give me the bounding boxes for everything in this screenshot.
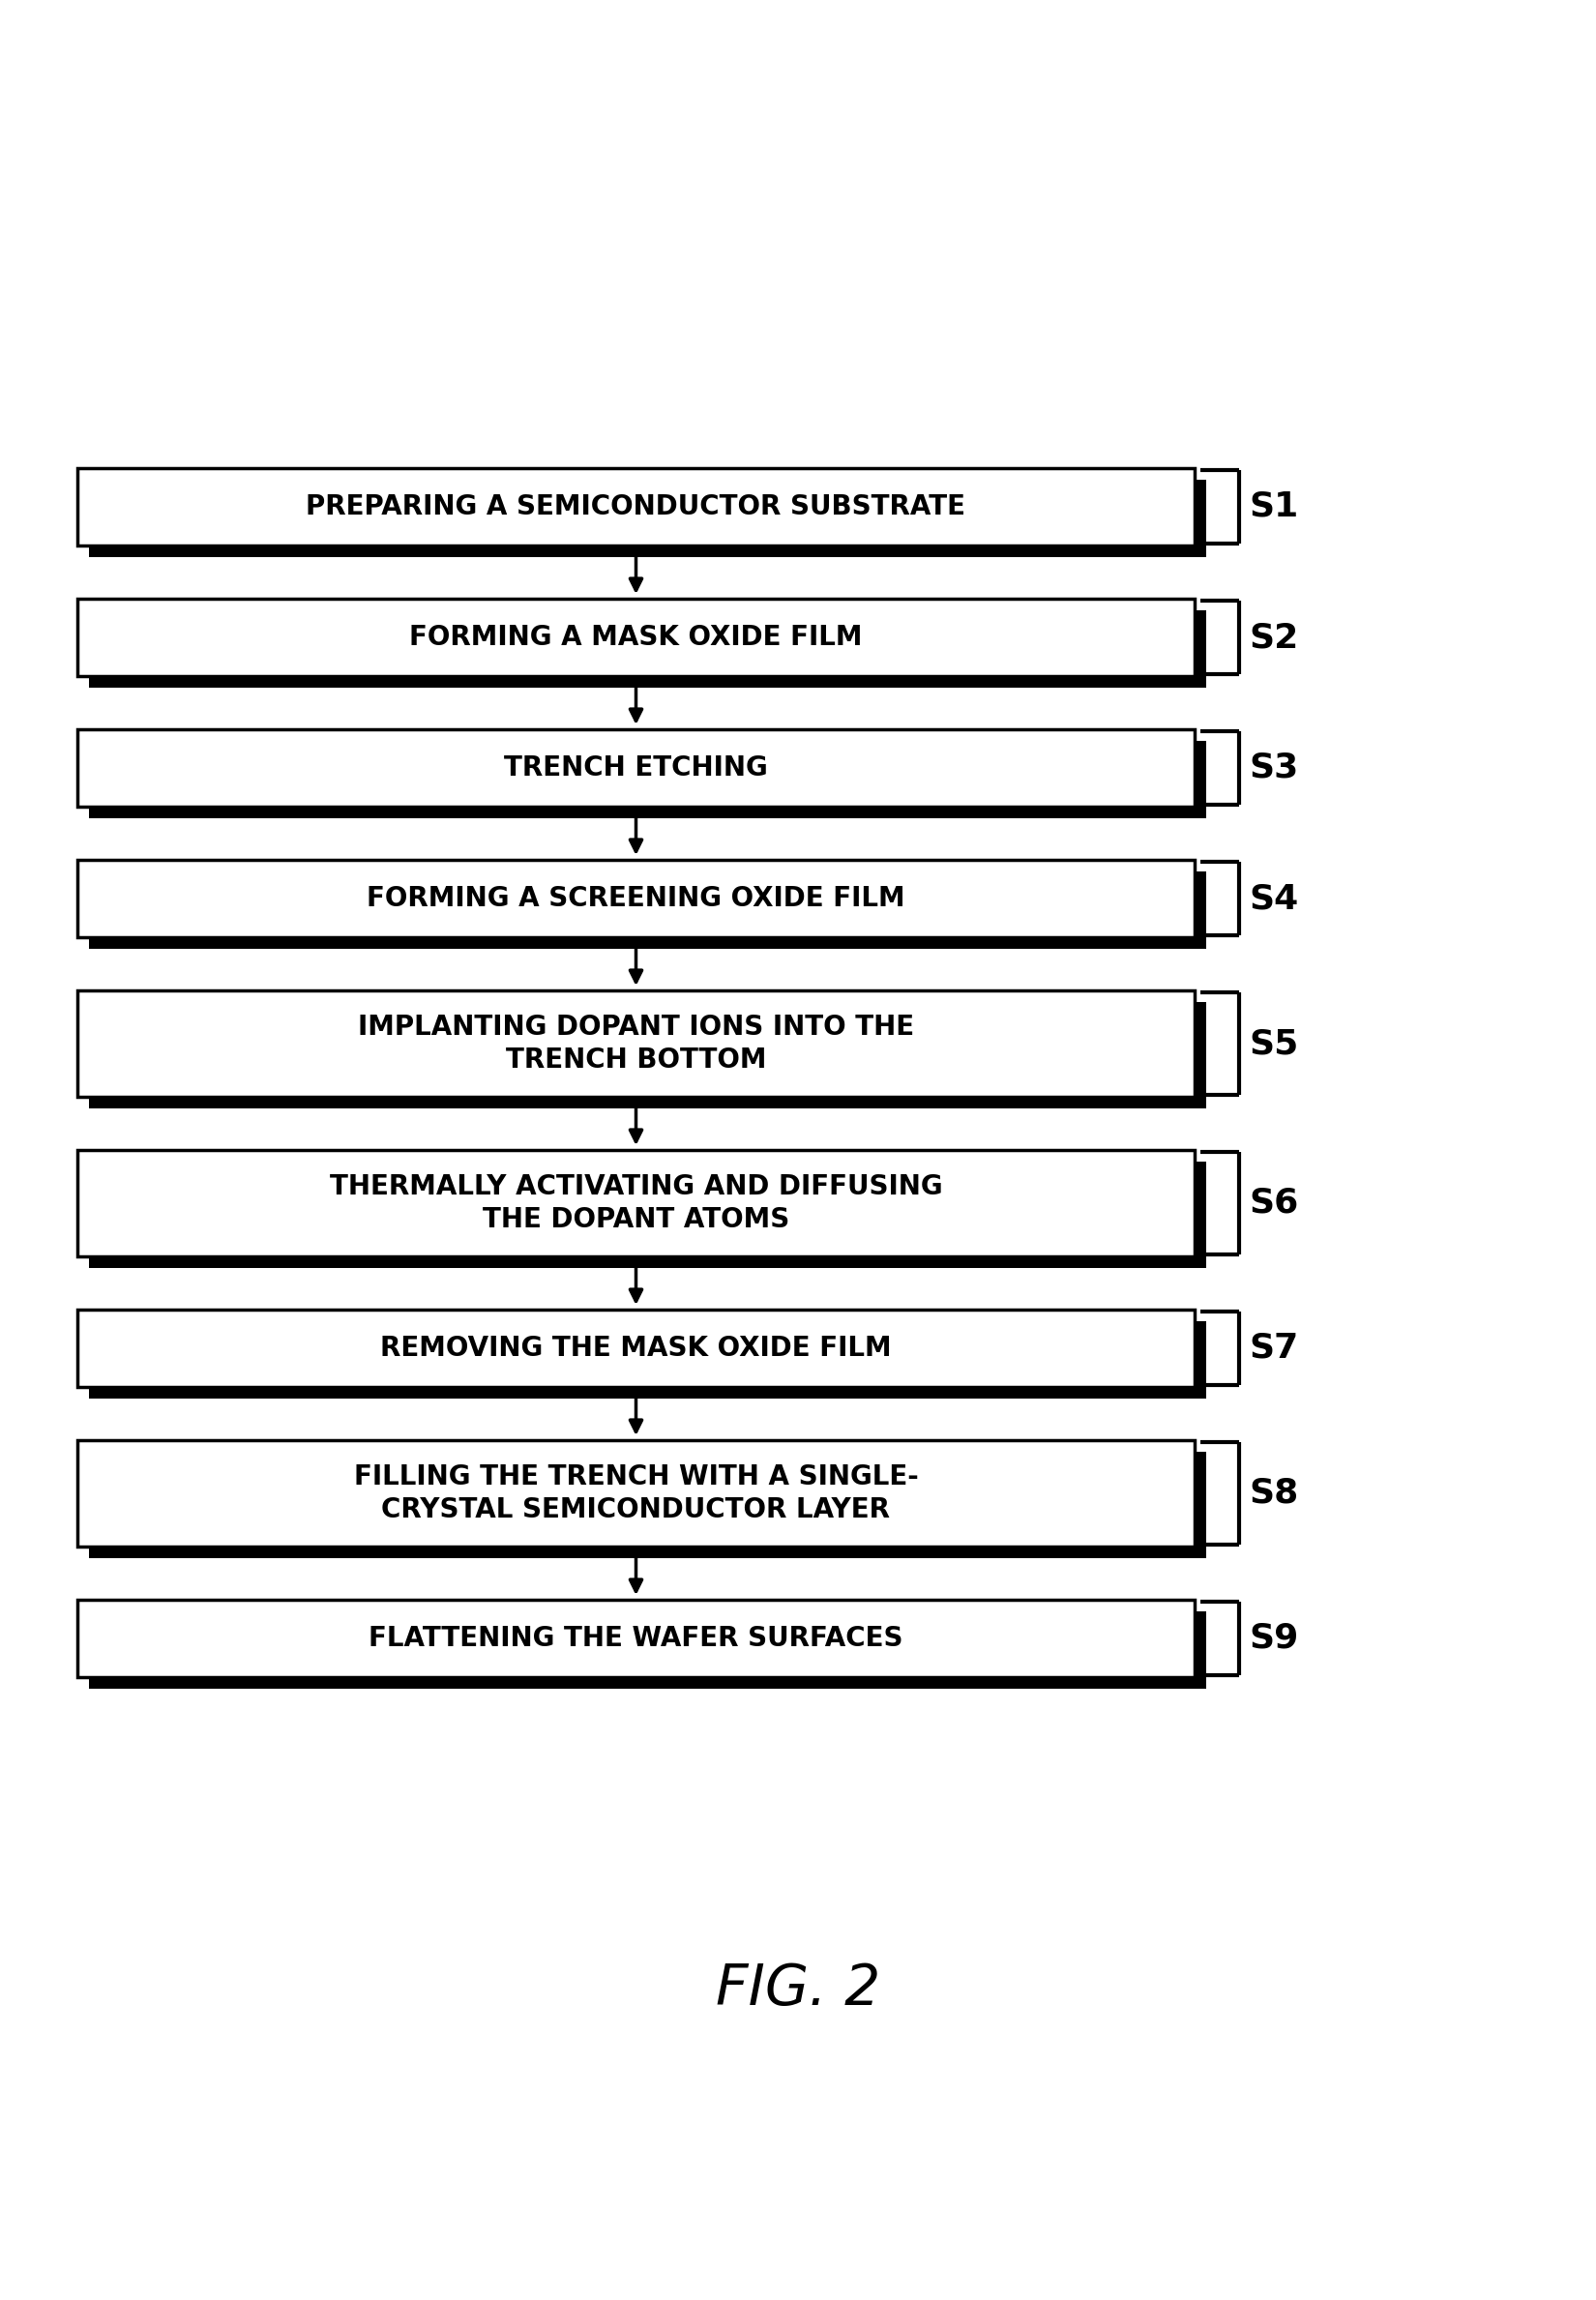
- Bar: [89, 1612, 1207, 1688]
- Bar: [89, 610, 1207, 688]
- Text: THERMALLY ACTIVATING AND DIFFUSING
THE DOPANT ATOMS: THERMALLY ACTIVATING AND DIFFUSING THE D…: [329, 1173, 942, 1233]
- Bar: [89, 1451, 1207, 1557]
- Bar: [89, 1003, 1207, 1109]
- Text: S2: S2: [1248, 621, 1298, 653]
- Text: PREPARING A SEMICONDUCTOR SUBSTRATE: PREPARING A SEMICONDUCTOR SUBSTRATE: [306, 492, 966, 520]
- Bar: [77, 469, 1194, 545]
- Bar: [77, 1440, 1194, 1546]
- Text: REMOVING THE MASK OXIDE FILM: REMOVING THE MASK OXIDE FILM: [380, 1334, 892, 1362]
- Text: FIG. 2: FIG. 2: [715, 1962, 881, 2017]
- Bar: [77, 991, 1194, 1097]
- Text: FILLING THE TRENCH WITH A SINGLE-
CRYSTAL SEMICONDUCTOR LAYER: FILLING THE TRENCH WITH A SINGLE- CRYSTA…: [354, 1463, 918, 1523]
- Text: IMPLANTING DOPANT IONS INTO THE
TRENCH BOTTOM: IMPLANTING DOPANT IONS INTO THE TRENCH B…: [358, 1014, 915, 1074]
- Bar: [89, 481, 1207, 557]
- Text: FORMING A MASK OXIDE FILM: FORMING A MASK OXIDE FILM: [410, 623, 862, 651]
- Text: S6: S6: [1248, 1187, 1298, 1219]
- Bar: [77, 729, 1194, 807]
- Bar: [77, 1150, 1194, 1256]
- Text: S7: S7: [1248, 1332, 1298, 1364]
- Bar: [77, 1601, 1194, 1677]
- Text: TRENCH ETCHING: TRENCH ETCHING: [504, 754, 768, 782]
- Text: S9: S9: [1248, 1622, 1299, 1656]
- Text: FORMING A SCREENING OXIDE FILM: FORMING A SCREENING OXIDE FILM: [367, 886, 905, 913]
- Bar: [77, 860, 1194, 936]
- Text: S4: S4: [1248, 883, 1298, 915]
- Text: S3: S3: [1248, 752, 1298, 784]
- Bar: [89, 1162, 1207, 1267]
- Bar: [89, 741, 1207, 819]
- Bar: [89, 1320, 1207, 1398]
- Text: FLATTENING THE WAFER SURFACES: FLATTENING THE WAFER SURFACES: [369, 1624, 903, 1651]
- Bar: [89, 872, 1207, 950]
- Text: S1: S1: [1248, 490, 1298, 524]
- Text: S5: S5: [1248, 1028, 1298, 1060]
- Bar: [77, 1309, 1194, 1387]
- Bar: [77, 598, 1194, 676]
- Text: S8: S8: [1248, 1477, 1298, 1509]
